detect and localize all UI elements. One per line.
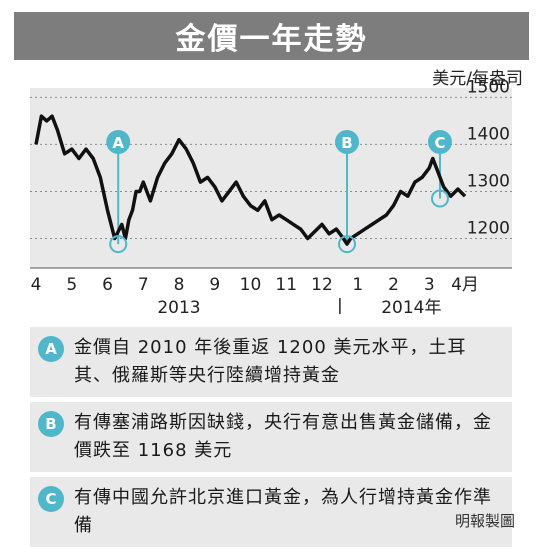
annotation-badge-a [106, 130, 131, 154]
note-c-text: 有傳中國允許北京進口黃金，為人行增持黃金作準備 [74, 487, 492, 536]
x-tick-label-11: 3 [424, 275, 435, 295]
annotation-label-b: B [341, 134, 352, 152]
year-label-2013: 2013 [157, 298, 200, 318]
x-tick-label-5: 9 [209, 275, 220, 295]
annotation-point-c [430, 189, 449, 208]
y-tick-label-1400: 1400 [467, 124, 510, 144]
x-tick-label-8: 12 [311, 275, 333, 295]
marker-c-icon: C [38, 486, 64, 512]
note-a-text: 金價自 2010 年後重返 1200 美元水平，土耳其、俄羅斯等央行陸續增持黃金 [74, 337, 467, 386]
chart-title: 金價一年走勢 [14, 12, 529, 60]
note-a: A 金價自 2010 年後重返 1200 美元水平，土耳其、俄羅斯等央行陸續增持… [30, 327, 512, 397]
marker-a-icon: A [38, 336, 64, 362]
y-axis-unit: 美元/每盎司 [432, 69, 523, 89]
note-b: B 有傳塞浦路斯因缺錢，央行有意出售黃金儲備，金價跌至 1168 美元 [30, 402, 512, 472]
x-tick-label-12: 4月 [451, 275, 479, 295]
y-tick-label-1200: 1200 [467, 218, 510, 238]
x-tick-label-4: 8 [174, 275, 185, 295]
series-line-0 [34, 114, 467, 246]
x-tick-label-1: 5 [66, 275, 77, 295]
credit-label: 明報製圖 [454, 512, 515, 530]
y-tick-label-1500: 1500 [467, 77, 510, 97]
annotation-label-c: C [434, 134, 445, 152]
marker-b-icon: B [38, 411, 64, 437]
year-label-2014: 2014年 [381, 298, 441, 318]
annotation-point-b [338, 235, 357, 254]
x-tick-label-3: 7 [138, 275, 149, 295]
notes-list: A 金價自 2010 年後重返 1200 美元水平，土耳其、俄羅斯等央行陸續增持… [30, 327, 512, 552]
x-tick-label-7: 11 [275, 275, 297, 295]
x-tick-label-9: 1 [352, 275, 363, 295]
x-tick-label-10: 2 [388, 275, 399, 295]
annotation-badge-c [427, 130, 452, 154]
note-c: C 有傳中國允許北京進口黃金，為人行增持黃金作準備 [30, 477, 512, 547]
x-tick-label-6: 10 [240, 275, 262, 295]
x-tick-label-0: 4 [31, 275, 42, 295]
annotation-point-a [109, 235, 128, 254]
y-tick-label-1300: 1300 [467, 171, 510, 191]
x-tick-label-2: 6 [102, 275, 113, 295]
note-b-text: 有傳塞浦路斯因缺錢，央行有意出售黃金儲備，金價跌至 1168 美元 [74, 412, 492, 461]
annotation-badge-b [335, 130, 360, 154]
annotation-label-a: A [112, 134, 124, 152]
